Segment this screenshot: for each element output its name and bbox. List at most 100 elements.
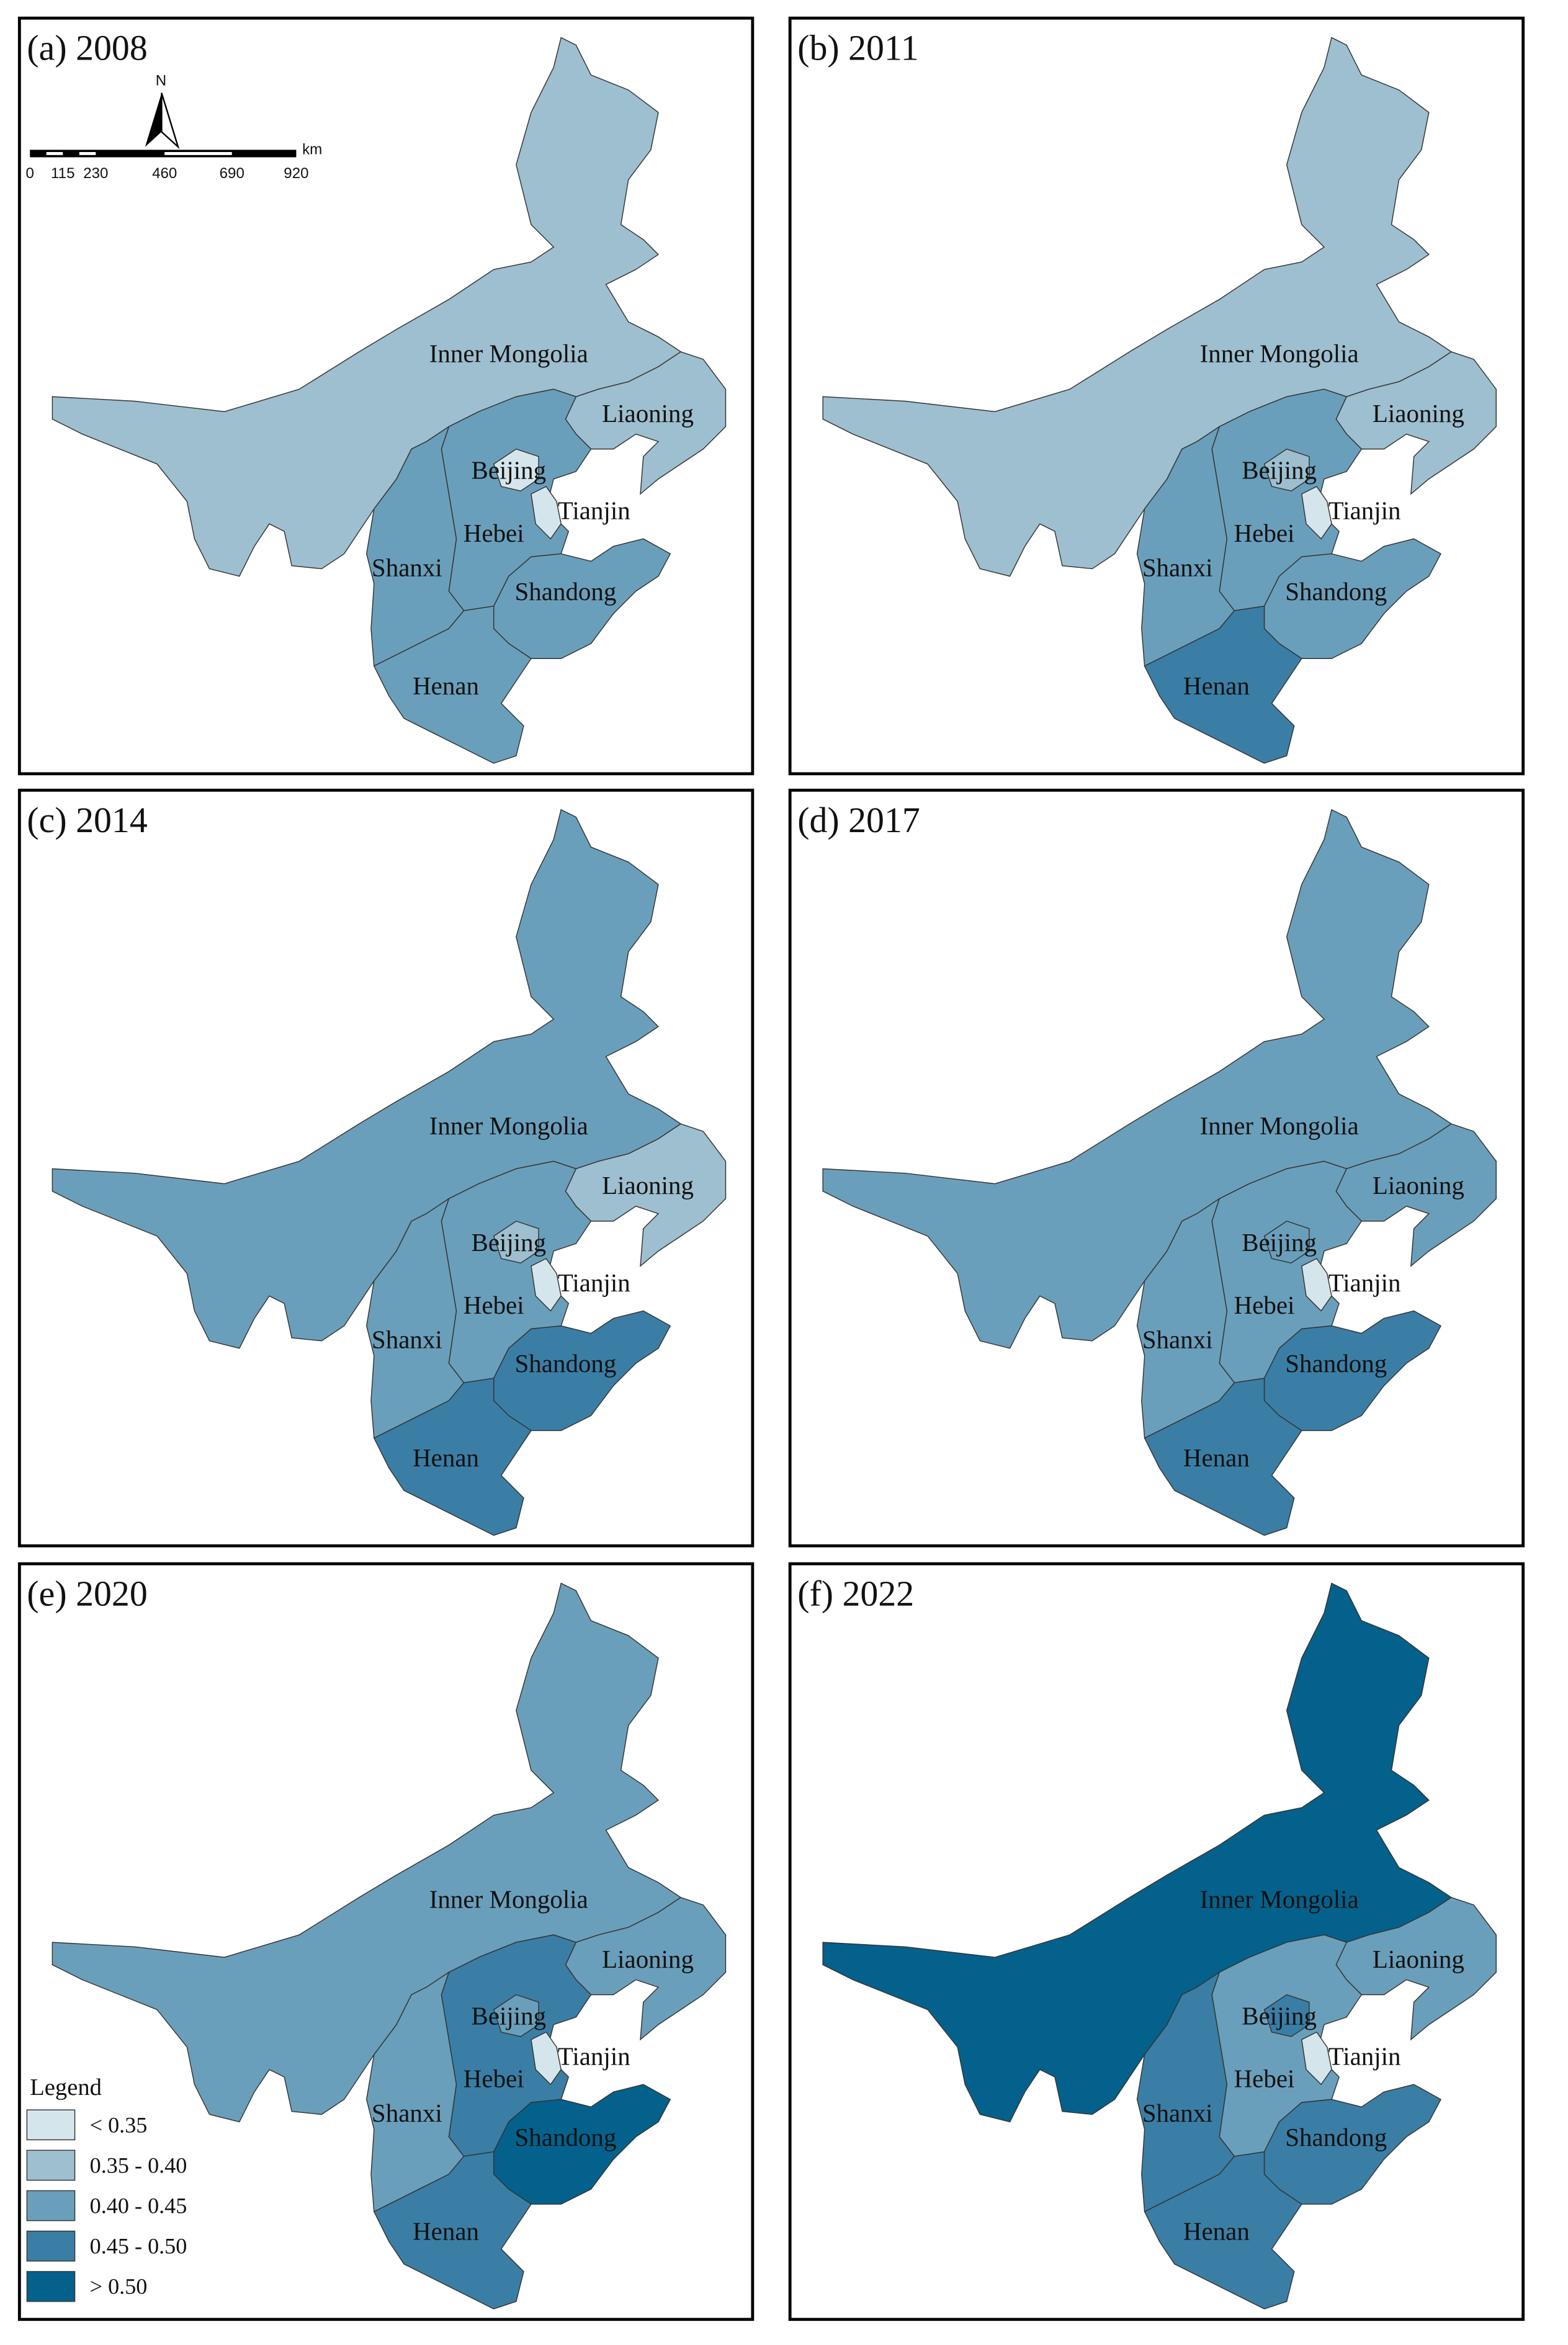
region-label: Shanxi bbox=[1142, 553, 1213, 581]
region bbox=[373, 1378, 532, 1536]
region-label: Shanxi bbox=[1142, 1325, 1213, 1354]
region-label: Liaoning bbox=[602, 1945, 694, 1973]
region bbox=[1301, 1258, 1332, 1312]
region-label: Inner Mongolia bbox=[429, 1111, 588, 1140]
panel-frame bbox=[788, 1562, 1525, 2321]
legend-swatch bbox=[26, 2190, 76, 2222]
region bbox=[1301, 486, 1332, 540]
region-label: Inner Mongolia bbox=[429, 1885, 588, 1913]
panel-frame bbox=[17, 789, 755, 1548]
region-label: Henan bbox=[413, 2217, 479, 2246]
region-label: Hebei bbox=[464, 519, 524, 547]
north-label: N bbox=[156, 73, 166, 89]
region-label: Shanxi bbox=[372, 1325, 442, 1354]
panel-title: (f) 2022 bbox=[797, 1574, 914, 1614]
region-label: Henan bbox=[413, 671, 479, 700]
region bbox=[1335, 351, 1497, 495]
region bbox=[373, 2151, 532, 2310]
region-label: Tianjin bbox=[558, 1268, 630, 1297]
map-panel: Inner Mongolia Liaoning Hebei Beijing Tianji… bbox=[788, 1562, 1525, 2321]
legend-swatch bbox=[26, 2230, 76, 2262]
region-label: Beijing bbox=[1242, 2001, 1317, 2030]
north-arrow bbox=[145, 92, 162, 147]
region-label: Tianjin bbox=[1328, 1268, 1401, 1297]
region bbox=[1144, 2151, 1302, 2310]
region-label: Tianjin bbox=[558, 2042, 630, 2071]
region bbox=[1144, 605, 1302, 764]
scale-tick-label: 690 bbox=[220, 165, 244, 182]
region bbox=[1263, 1221, 1310, 1264]
map-panel: Inner Mongolia Liaoning Hebei Beijing Tianji… bbox=[17, 789, 755, 1548]
region-label: Shandong bbox=[1285, 577, 1387, 606]
region-label: Shandong bbox=[514, 2123, 616, 2151]
region-label: Tianjin bbox=[558, 496, 630, 525]
map-panel: Inner Mongolia Liaoning Hebei Beijing Tianji… bbox=[17, 1562, 755, 2321]
region-label: Inner Mongolia bbox=[1200, 1885, 1359, 1913]
panel-title: (b) 2011 bbox=[797, 28, 919, 68]
scale-tick-label: 460 bbox=[152, 165, 177, 182]
panel-title: (e) 2020 bbox=[27, 1574, 147, 1614]
region bbox=[565, 1896, 727, 2041]
region-label: Hebei bbox=[464, 1291, 524, 1319]
legend-swatch bbox=[26, 2150, 76, 2181]
scale-unit: km bbox=[302, 141, 322, 158]
region-label: Shanxi bbox=[372, 2099, 442, 2127]
region-label: Inner Mongolia bbox=[1200, 339, 1359, 368]
north-arrow bbox=[161, 92, 180, 150]
scale-tick-label: 920 bbox=[284, 165, 308, 182]
panel-frame bbox=[17, 1562, 755, 2321]
map-panel: Inner Mongolia Liaoning Hebei Beijing Tianji… bbox=[788, 789, 1525, 1548]
panel-frame bbox=[17, 16, 755, 776]
scale-bar bbox=[30, 150, 297, 158]
region bbox=[493, 448, 539, 491]
scale-bar-segment bbox=[164, 152, 232, 155]
scale-tick-label: 115 bbox=[51, 165, 74, 182]
region-label: Shanxi bbox=[1142, 2099, 1213, 2127]
region-label: Hebei bbox=[1234, 1291, 1295, 1319]
region-label: Liaoning bbox=[1373, 399, 1464, 428]
legend-label: > 0.50 bbox=[90, 2274, 148, 2299]
region bbox=[493, 1221, 539, 1264]
scale-bar-segment bbox=[46, 152, 63, 155]
region-label: Tianjin bbox=[1328, 2042, 1401, 2071]
region-label: Henan bbox=[1183, 1443, 1250, 1472]
region-label: Beijing bbox=[1242, 456, 1317, 485]
region-label: Shandong bbox=[514, 1349, 616, 1378]
region bbox=[1335, 1896, 1497, 2041]
region-label: Beijing bbox=[471, 1228, 546, 1257]
region-label: Liaoning bbox=[1373, 1171, 1464, 1199]
region bbox=[531, 2031, 562, 2086]
region-label: Beijing bbox=[1242, 1228, 1317, 1257]
panel-title: (a) 2008 bbox=[27, 28, 147, 68]
legend-swatch bbox=[26, 2271, 76, 2302]
region bbox=[1263, 448, 1310, 491]
region bbox=[531, 1258, 562, 1312]
region-label: Henan bbox=[1183, 671, 1250, 700]
region bbox=[1144, 1378, 1302, 1536]
region-label: Hebei bbox=[1234, 2065, 1295, 2093]
panel-frame bbox=[788, 789, 1525, 1548]
panel-title: (d) 2017 bbox=[797, 800, 920, 840]
map-panel: Inner Mongolia Liaoning Hebei Beijing Tianji… bbox=[788, 16, 1525, 776]
region-label: Inner Mongolia bbox=[1200, 1111, 1359, 1140]
legend-label: 0.40 - 0.45 bbox=[90, 2194, 187, 2218]
region bbox=[373, 605, 532, 764]
map-panel: Inner Mongolia Liaoning Hebei Beijing Tianji… bbox=[17, 16, 755, 776]
region bbox=[531, 486, 562, 540]
region bbox=[1263, 1994, 1310, 2037]
region-label: Inner Mongolia bbox=[429, 339, 588, 368]
region-label: Henan bbox=[413, 1443, 479, 1472]
region bbox=[565, 351, 727, 495]
legend-title: Legend bbox=[30, 2074, 102, 2101]
region-label: Liaoning bbox=[602, 399, 694, 428]
region bbox=[565, 1123, 727, 1267]
region-label: Liaoning bbox=[1373, 1945, 1464, 1973]
panel-title: (c) 2014 bbox=[27, 800, 147, 840]
legend-label: < 0.35 bbox=[90, 2112, 148, 2137]
region-label: Henan bbox=[1183, 2217, 1250, 2246]
region-label: Tianjin bbox=[1328, 496, 1401, 525]
region-label: Liaoning bbox=[602, 1171, 694, 1199]
region-label: Beijing bbox=[471, 2001, 546, 2030]
region-label: Shandong bbox=[1285, 2123, 1387, 2151]
scale-tick-label: 0 bbox=[26, 165, 34, 182]
